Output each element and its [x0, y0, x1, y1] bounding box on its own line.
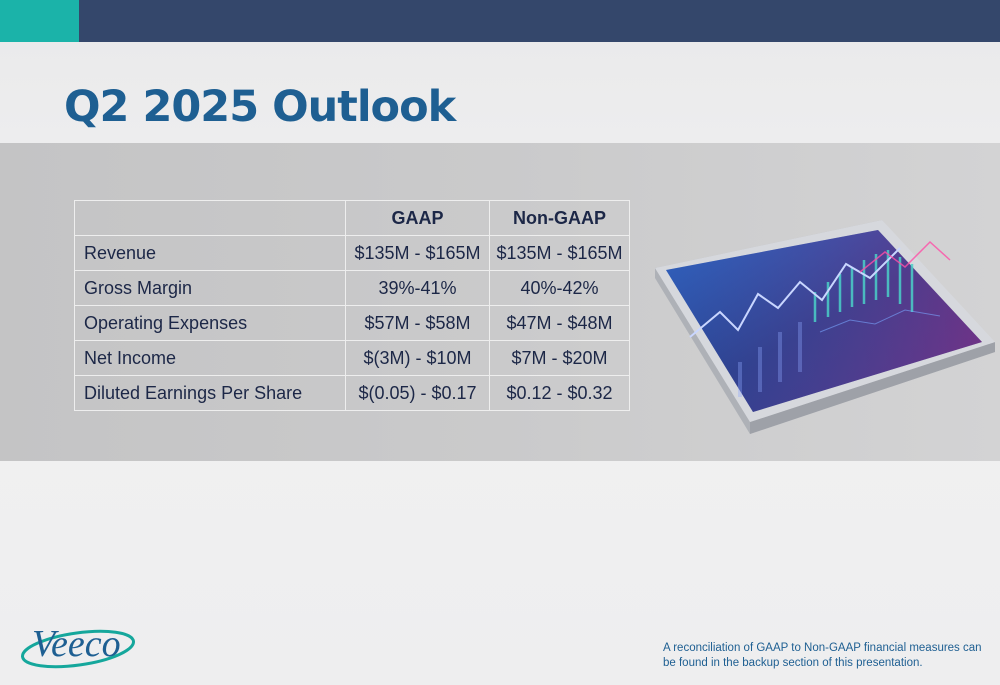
table-row: Operating Expenses $57M - $58M $47M - $4… [74, 305, 630, 341]
table-row: Revenue $135M - $165M $135M - $165M [74, 235, 630, 271]
financial-chart-tablet-icon [655, 220, 995, 434]
gaap-value: $57M - $58M [345, 305, 490, 341]
non-gaap-value: $0.12 - $0.32 [489, 375, 630, 411]
gaap-value: $(3M) - $10M [345, 340, 490, 376]
veeco-logo: Veeco [21, 623, 135, 669]
non-gaap-value: $7M - $20M [489, 340, 630, 376]
row-label: Revenue [74, 235, 346, 271]
gaap-value: $135M - $165M [345, 235, 490, 271]
outlook-table: GAAP Non-GAAP Revenue $135M - $165M $135… [74, 200, 630, 411]
non-gaap-value: 40%-42% [489, 270, 630, 306]
table-row: Net Income $(3M) - $10M $7M - $20M [74, 340, 630, 376]
header-empty [74, 200, 346, 236]
table-header-row: GAAP Non-GAAP [74, 200, 630, 236]
footnote: A reconciliation of GAAP to Non-GAAP fin… [663, 642, 982, 669]
row-label: Diluted Earnings Per Share [74, 375, 346, 411]
gaap-value: $(0.05) - $0.17 [345, 375, 490, 411]
non-gaap-value: $135M - $165M [489, 235, 630, 271]
logo-text: Veeco [32, 623, 121, 665]
header-gaap: GAAP [345, 200, 490, 236]
top-bar-accent [0, 0, 79, 42]
row-label: Net Income [74, 340, 346, 376]
row-label: Operating Expenses [74, 305, 346, 341]
top-bar [0, 0, 1000, 42]
table-row: Diluted Earnings Per Share $(0.05) - $0.… [74, 375, 630, 411]
header-non-gaap: Non-GAAP [489, 200, 630, 236]
table-row: Gross Margin 39%-41% 40%-42% [74, 270, 630, 306]
row-label: Gross Margin [74, 270, 346, 306]
slide-title: Q2 2025 Outlook [64, 82, 456, 132]
gaap-value: 39%-41% [345, 270, 490, 306]
non-gaap-value: $47M - $48M [489, 305, 630, 341]
